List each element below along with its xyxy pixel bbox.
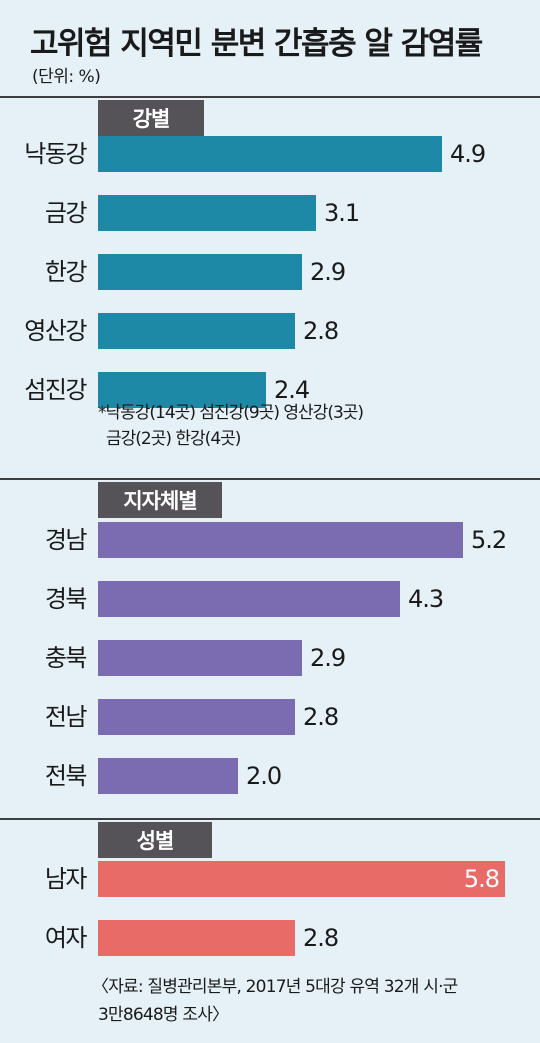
section-tag: 강별 xyxy=(98,100,204,136)
value-label: 2.9 xyxy=(310,258,346,286)
bar xyxy=(98,581,400,617)
bar xyxy=(98,313,295,349)
value-label: 2.8 xyxy=(303,703,339,731)
bar xyxy=(98,195,316,231)
value-label: 2.8 xyxy=(303,924,339,952)
section-divider xyxy=(0,478,540,480)
category-label: 전남 xyxy=(44,703,88,731)
category-label: 충북 xyxy=(44,644,88,672)
chart-title: 고위험 지역민 분변 간흡충 알 감염률 xyxy=(30,26,483,62)
category-label: 한강 xyxy=(44,258,88,286)
section-tag: 성별 xyxy=(98,822,212,858)
category-label: 경남 xyxy=(44,526,88,554)
category-label: 낙동강 xyxy=(24,140,87,168)
section-tag: 지자체별 xyxy=(98,482,222,518)
source-line-1: 〈자료: 질병관리본부, 2017년 5대강 유역 32개 시·군 xyxy=(92,977,458,997)
section-divider xyxy=(0,96,540,98)
value-label: 4.9 xyxy=(450,140,486,168)
value-label: 2.9 xyxy=(310,644,346,672)
bar xyxy=(98,372,266,408)
source-note: 〈자료: 질병관리본부, 2017년 5대강 유역 32개 시·군 3만8648… xyxy=(92,973,532,1029)
value-label: 2.0 xyxy=(246,762,282,790)
value-label: 5.2 xyxy=(471,526,507,554)
bar xyxy=(98,920,295,956)
bar xyxy=(98,254,302,290)
footnote-line-1: *낙동강(14곳) 섬진강(9곳) 영산강(3곳) xyxy=(98,403,364,423)
bar xyxy=(98,136,442,172)
value-label: 5.8 xyxy=(463,865,500,893)
category-label: 섬진강 xyxy=(24,376,87,404)
bar xyxy=(98,640,302,676)
section-divider xyxy=(0,818,540,820)
category-label: 경북 xyxy=(44,585,88,613)
bar xyxy=(98,699,295,735)
value-label: 3.1 xyxy=(324,199,360,227)
value-label: 2.8 xyxy=(303,317,339,345)
value-label: 4.3 xyxy=(408,585,444,613)
footnote-line-2: 금강(2곳) 한강(4곳) xyxy=(106,429,241,449)
category-label: 여자 xyxy=(44,924,88,952)
bar xyxy=(98,861,505,897)
value-label: 2.4 xyxy=(274,376,310,404)
bar xyxy=(98,758,238,794)
bar xyxy=(98,522,463,558)
unit-label: (단위: %) xyxy=(32,67,101,87)
category-label: 금강 xyxy=(44,199,88,227)
category-label: 영산강 xyxy=(24,317,87,345)
category-label: 남자 xyxy=(44,865,88,893)
category-label: 전북 xyxy=(44,762,88,790)
source-line-2: 3만8648명 조사〉 xyxy=(98,1005,229,1025)
